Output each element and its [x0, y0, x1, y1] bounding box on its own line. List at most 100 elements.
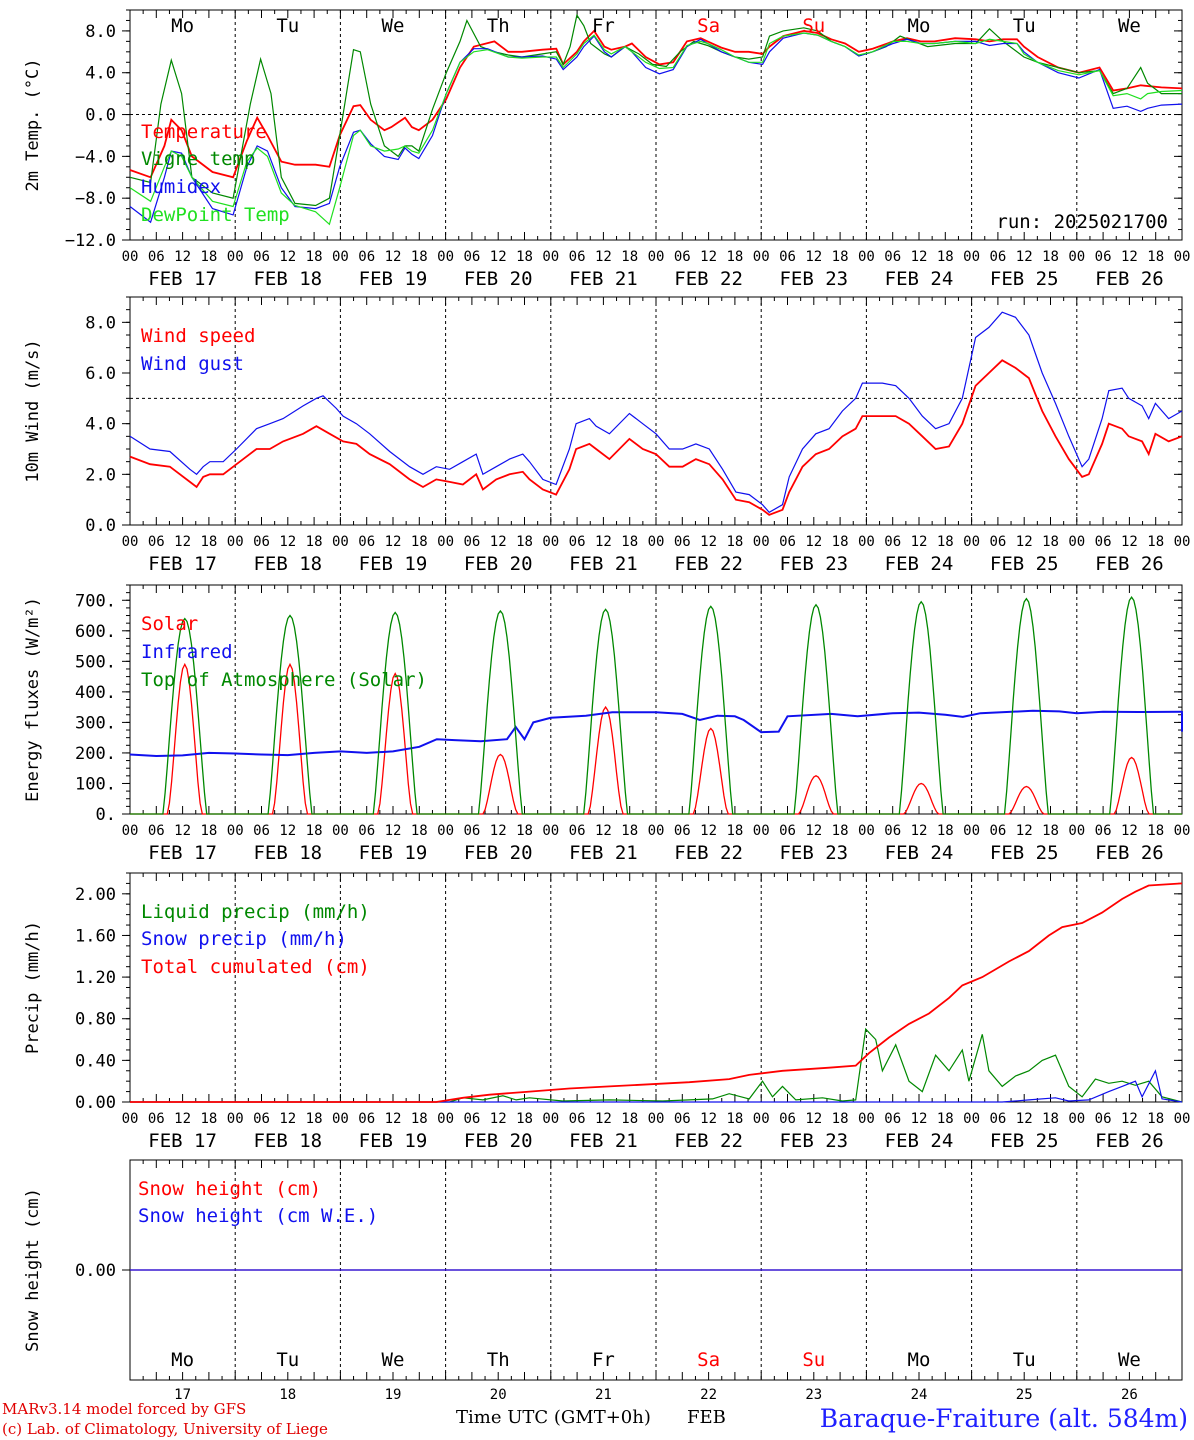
hour-tick-label: 06 — [989, 823, 1006, 839]
hour-tick-label: 12 — [911, 249, 928, 265]
weekday-label-top: Tu — [1013, 15, 1036, 37]
hour-tick-label: 00 — [1174, 823, 1191, 839]
legend-entry: Wind speed — [141, 325, 255, 347]
hour-tick-label: 18 — [726, 249, 743, 265]
time-axis-label: Time UTC (GMT+0h) — [456, 1407, 651, 1428]
hour-tick-label: 18 — [621, 823, 638, 839]
day-number-label: 23 — [805, 1387, 822, 1403]
hour-tick-label: 00 — [227, 534, 244, 550]
weekday-label-top: Fr — [592, 15, 615, 37]
weekday-label-bottom: Mo — [908, 1349, 931, 1371]
date-label: FEB 20 — [464, 842, 533, 864]
hour-tick-label: 06 — [1095, 1111, 1112, 1127]
hour-tick-label: 12 — [385, 249, 402, 265]
day-number-label: 25 — [1016, 1387, 1033, 1403]
hour-tick-label: 06 — [1095, 534, 1112, 550]
y-axis-label: Energy fluxes (W/m²) — [23, 597, 43, 802]
hour-tick-label: 06 — [358, 823, 375, 839]
hour-tick-label: 18 — [1147, 534, 1164, 550]
hour-tick-label: 00 — [858, 1111, 875, 1127]
hour-tick-label: 18 — [306, 1111, 323, 1127]
hour-tick-label: 18 — [937, 823, 954, 839]
date-label: FEB 21 — [569, 842, 638, 864]
hour-tick-label: 06 — [148, 823, 165, 839]
hour-tick-label: 18 — [306, 823, 323, 839]
hour-tick-label: 12 — [1121, 249, 1138, 265]
hour-tick-label: 12 — [911, 1111, 928, 1127]
y-tick-label: 0.80 — [75, 1010, 116, 1030]
legend-entry: Snow height (cm) — [138, 1178, 321, 1200]
hour-tick-label: 00 — [1068, 823, 1085, 839]
hour-tick-label: 12 — [595, 1111, 612, 1127]
date-label: FEB 23 — [779, 842, 848, 864]
y-tick-label: 4.0 — [85, 415, 116, 435]
weekday-label-top: We — [382, 15, 405, 37]
hour-tick-label: 06 — [989, 534, 1006, 550]
y-tick-label: 8.0 — [85, 22, 116, 42]
y-tick-label: 300. — [75, 713, 116, 733]
hour-tick-label: 12 — [1121, 1111, 1138, 1127]
hour-tick-label: 06 — [779, 823, 796, 839]
y-tick-label: 8.0 — [85, 313, 116, 333]
y-tick-label: 700. — [75, 591, 116, 611]
date-label: FEB 25 — [990, 842, 1059, 864]
weekday-label-top: Sa — [697, 15, 720, 37]
hour-tick-label: 12 — [700, 1111, 717, 1127]
date-label: FEB 19 — [359, 842, 428, 864]
date-label: FEB 26 — [1095, 553, 1164, 575]
hour-tick-label: 00 — [122, 1111, 139, 1127]
weekday-label-bottom: Su — [802, 1349, 825, 1371]
legend-entry: Top of Atmosphere (Solar) — [141, 669, 427, 691]
hour-tick-label: 00 — [437, 823, 454, 839]
hour-tick-label: 06 — [253, 249, 270, 265]
hour-tick-label: 18 — [1042, 249, 1059, 265]
weekday-label-bottom: We — [382, 1349, 405, 1371]
weekday-label-top: Th — [487, 15, 510, 37]
hour-tick-label: 12 — [805, 1111, 822, 1127]
hour-tick-label: 12 — [490, 1111, 507, 1127]
station-label: Baraque-Fraiture (alt. 584m) — [820, 1404, 1188, 1433]
hour-tick-label: 12 — [700, 534, 717, 550]
y-tick-label: 0.00 — [75, 1261, 116, 1281]
hour-tick-label: 00 — [437, 1111, 454, 1127]
hour-tick-label: 00 — [963, 249, 980, 265]
hour-tick-label: 12 — [1121, 823, 1138, 839]
hour-tick-label: 12 — [279, 823, 296, 839]
hour-tick-label: 18 — [411, 534, 428, 550]
hour-tick-label: 00 — [437, 534, 454, 550]
hour-tick-label: 18 — [726, 1111, 743, 1127]
legend-entry: Total cumulated (cm) — [141, 956, 370, 978]
hour-tick-label: 06 — [884, 1111, 901, 1127]
hour-tick-label: 18 — [200, 249, 217, 265]
hour-tick-label: 06 — [674, 1111, 691, 1127]
hour-tick-label: 06 — [674, 534, 691, 550]
weekday-label-top: Tu — [276, 15, 299, 37]
day-number-label: 24 — [911, 1387, 928, 1403]
date-label: FEB 20 — [464, 1130, 533, 1152]
legend-entry: Wind gust — [141, 353, 244, 375]
hour-tick-label: 12 — [174, 249, 191, 265]
date-label: FEB 19 — [359, 268, 428, 290]
hour-tick-label: 12 — [595, 823, 612, 839]
hour-tick-label: 00 — [437, 249, 454, 265]
series-line-2 — [130, 596, 1182, 815]
hour-tick-label: 06 — [779, 534, 796, 550]
hour-tick-label: 18 — [1147, 823, 1164, 839]
hour-tick-label: 12 — [174, 1111, 191, 1127]
panel-4: 2.00 1.60 1.20 0.80 0.40 0.00 Precip (mm/h) 00 0… — [23, 872, 1190, 1152]
date-label: FEB 24 — [885, 842, 954, 864]
day-number-label: 26 — [1121, 1387, 1138, 1403]
hour-tick-label: 18 — [621, 534, 638, 550]
hour-tick-label: 00 — [122, 249, 139, 265]
y-tick-label: 6.0 — [85, 364, 116, 384]
hour-tick-label: 06 — [148, 249, 165, 265]
hour-tick-label: 06 — [569, 823, 586, 839]
hour-tick-label: 18 — [937, 1111, 954, 1127]
hour-tick-label: 12 — [385, 1111, 402, 1127]
run-label: run: 2025021700 — [996, 211, 1168, 233]
weekday-label-top: Mo — [171, 15, 194, 37]
hour-tick-label: 18 — [726, 534, 743, 550]
hour-tick-label: 18 — [1147, 1111, 1164, 1127]
hour-tick-label: 00 — [963, 534, 980, 550]
hour-tick-label: 06 — [148, 534, 165, 550]
